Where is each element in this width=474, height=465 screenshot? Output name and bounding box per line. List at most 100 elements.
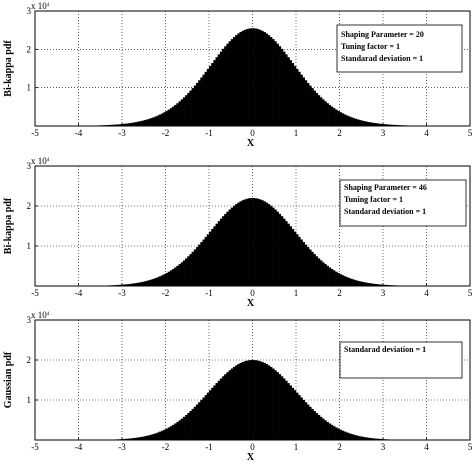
histogram-bar [204,236,208,286]
histogram-bar [217,380,221,440]
histogram-bar [154,433,158,440]
x-tick-label: 0 [250,288,255,298]
y-axis-label: Bi-kappa pdf [3,40,14,97]
histogram-bar [378,284,382,286]
histogram-bar [200,242,203,286]
histogram-bar [354,118,358,126]
x-tick-label: -1 [205,128,213,138]
histogram-bar [152,433,155,440]
x-tick-label: 1 [294,288,299,298]
histogram-bar [291,63,295,126]
histogram-bar [226,372,229,440]
histogram-bar [296,392,299,440]
histogram-bar [287,383,290,440]
histogram-bar [352,118,356,126]
x-tick-label: 4 [424,288,429,298]
histogram-bar [276,372,279,440]
histogram-bar [306,82,310,126]
histogram-bar [158,114,162,126]
histogram-bar [172,106,175,126]
histogram-bar [228,41,232,126]
histogram-bar [267,204,271,286]
histogram-bar [254,198,258,286]
histogram-bar [269,205,273,286]
histogram-bar [198,80,201,126]
histogram-bar [128,438,131,440]
histogram-bar [219,51,223,127]
legend-entry: Standarad deviation = 1 [344,345,426,354]
y-tick-label: 1 [27,83,32,93]
histogram-bar [163,429,166,440]
histogram-bar [261,200,264,286]
legend-entry: Standarad deviation = 1 [344,207,426,216]
histogram-bar [174,267,177,286]
histogram-bar [259,29,262,127]
histogram-bar [319,260,323,286]
histogram-bar [204,71,208,126]
histogram-bar [376,284,379,286]
histogram-bar [191,408,195,440]
histogram-bar [224,46,227,126]
histogram-bar [330,106,334,126]
histogram-bar [137,437,140,440]
histogram-bar [119,124,123,126]
histogram-bar [317,95,321,126]
histogram-bar [374,438,377,440]
histogram-bar [122,284,125,286]
histogram-bar [126,123,129,126]
histogram-bar [293,65,297,126]
y-tick-label: 1 [27,395,32,405]
histogram-bar [383,284,386,286]
histogram-bar [256,29,260,127]
y-tick-label: 2 [27,201,32,211]
histogram-bar [285,54,288,127]
histogram-bar [206,68,210,126]
histogram-bar [289,385,292,440]
histogram-bar [352,279,356,286]
histogram-bar [198,402,201,440]
histogram-bar [213,385,216,440]
histogram-bar [185,95,188,126]
histogram-bar [219,378,223,440]
histogram-bar [141,281,145,286]
histogram-bar [217,221,221,286]
histogram-bar [309,85,312,126]
histogram-bar [185,258,188,286]
histogram-bar [363,282,366,286]
x-axis-label: X [247,138,255,149]
histogram-bar [243,29,247,127]
histogram-bar [128,123,131,126]
histogram-bar [328,267,332,286]
histogram-bar [250,198,253,286]
x-tick-label: -4 [75,442,83,452]
histogram-bar [252,28,255,127]
histogram-bar [237,202,240,286]
histogram-bar [328,423,332,440]
histogram-bar [380,123,384,126]
histogram-bar [230,368,234,440]
histogram-bar [369,283,373,286]
x-tick-label: -2 [162,442,170,452]
histogram-bar [150,279,153,286]
histogram-bar [161,275,164,286]
histogram-bar [222,216,225,286]
histogram-bar [113,124,116,126]
histogram-bar [356,435,360,440]
histogram-bar [185,414,188,440]
x-tick-label: 1 [294,128,299,138]
histogram-bar [315,92,319,126]
histogram-bar [232,37,236,126]
histogram-bar [319,416,323,440]
x-tick-label: -3 [118,128,126,138]
histogram-bar [206,234,210,286]
histogram-bar [222,376,225,440]
histogram-bar [282,378,286,440]
histogram-bar [300,74,303,126]
histogram-bar [367,122,371,126]
histogram-bar [143,281,147,286]
histogram-bar [209,231,212,286]
histogram-bar [150,434,153,440]
histogram-bar [304,244,308,286]
